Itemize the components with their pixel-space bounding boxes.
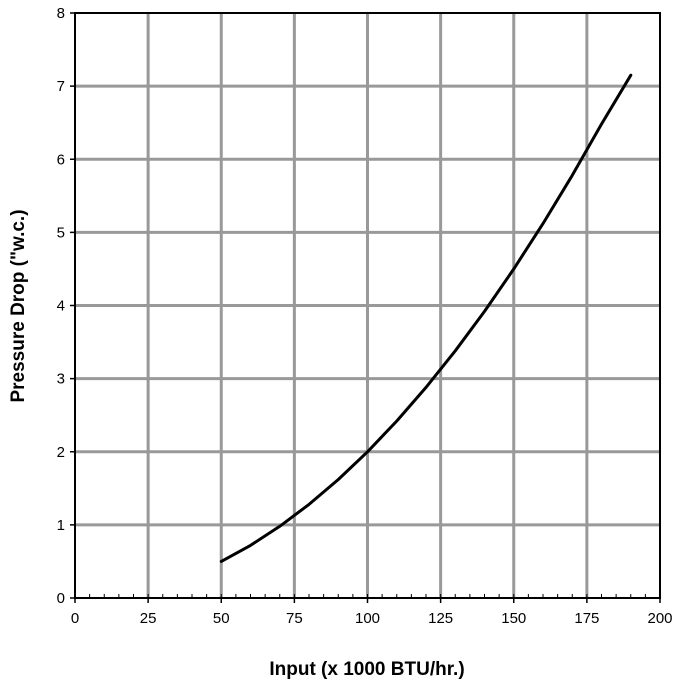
y-tick-label-2: 2: [57, 444, 65, 461]
x-axis-minor-ticks: [70, 12, 661, 603]
y-axis-tick-labels: 0 1 2 3 4 5 6 7 8: [57, 5, 65, 607]
x-tick-label-200: 200: [647, 610, 672, 627]
x-axis-tick-labels: 0 25 50 75 100 125 150 175 200: [71, 610, 673, 627]
y-tick-label-4: 4: [57, 298, 65, 315]
x-tick-label-50: 50: [213, 610, 230, 627]
x-tick-label-25: 25: [140, 610, 157, 627]
x-tick-label-75: 75: [286, 610, 303, 627]
grid-lines: [75, 13, 660, 598]
y-tick-label-0: 0: [57, 590, 65, 607]
y-tick-label-5: 5: [57, 224, 65, 241]
x-tick-label-125: 125: [428, 610, 453, 627]
x-tick-label-0: 0: [71, 610, 79, 627]
x-axis-title: Input (x 1000 BTU/hr.): [269, 659, 464, 680]
x-tick-label-100: 100: [355, 610, 380, 627]
y-tick-label-1: 1: [57, 517, 65, 534]
x-tick-label-150: 150: [501, 610, 526, 627]
y-tick-label-3: 3: [57, 371, 65, 388]
y-tick-label-8: 8: [57, 5, 65, 22]
pressure-drop-curve: [219, 73, 633, 563]
y-tick-label-6: 6: [57, 151, 65, 168]
x-tick-label-175: 175: [574, 610, 599, 627]
y-axis-title: Pressure Drop ("w.c.): [8, 209, 29, 402]
y-tick-label-7: 7: [57, 78, 65, 95]
